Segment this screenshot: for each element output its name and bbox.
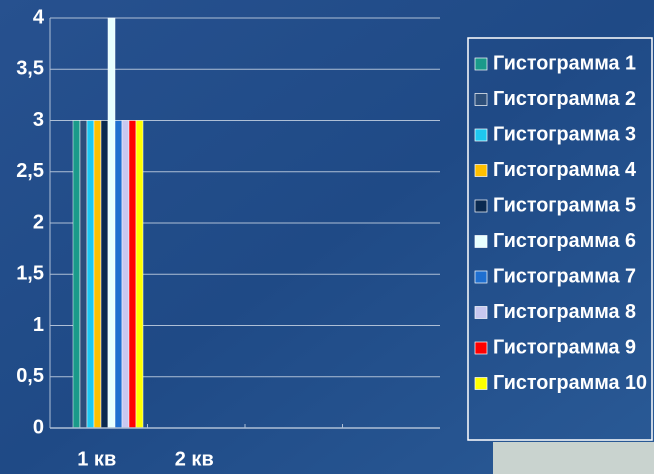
y-tick-label: 3,5	[16, 58, 44, 80]
bar	[87, 121, 94, 429]
photo-fragment	[493, 442, 654, 474]
legend-swatch	[475, 129, 487, 141]
legend-label: Гистограмма 3	[493, 123, 636, 145]
y-tick-label: 2	[33, 211, 44, 233]
legend-swatch	[475, 236, 487, 248]
bar	[101, 121, 108, 429]
legend-label: Гистограмма 10	[493, 372, 647, 394]
bar	[80, 121, 87, 429]
bar	[73, 121, 80, 429]
page: 0 0,5 1 1,5 2 2,5 3 3,5 4 1 кв 2 кв Гистограмма 1 Ги…	[0, 0, 654, 474]
legend-swatch	[475, 307, 487, 319]
legend-label: Гистограмма 8	[493, 301, 636, 323]
legend-label: Гистограмма 4	[493, 159, 637, 181]
legend-label: Гистограмма 2	[493, 88, 636, 110]
y-tick-label: 0,5	[16, 365, 44, 387]
legend-label: Гистограмма 6	[493, 230, 636, 252]
legend-label: Гистограмма 9	[493, 336, 636, 358]
bar	[108, 18, 115, 428]
legend-swatch	[475, 342, 487, 354]
bar	[94, 121, 101, 429]
legend-swatch	[475, 94, 487, 106]
y-tick-label: 3	[33, 109, 44, 131]
bar	[129, 121, 136, 429]
x-tick-label: 1 кв	[77, 448, 116, 470]
legend-swatch	[475, 378, 487, 390]
legend-swatch	[475, 58, 487, 70]
y-tick-label: 4	[33, 6, 45, 28]
y-tick-label: 1	[33, 314, 44, 336]
bar	[136, 121, 143, 429]
legend-swatch	[475, 271, 487, 283]
legend-label: Гистограмма 1	[493, 52, 636, 74]
x-tick-label: 2 кв	[175, 448, 214, 470]
y-tick-label: 2,5	[16, 160, 44, 182]
bar	[115, 121, 122, 429]
legend-label: Гистограмма 7	[493, 265, 636, 287]
y-tick-label: 1,5	[16, 263, 44, 285]
legend-swatch	[475, 200, 487, 212]
legend-swatch	[475, 165, 487, 177]
chart: 0 0,5 1 1,5 2 2,5 3 3,5 4 1 кв 2 кв Гистограмма 1 Ги…	[0, 0, 654, 474]
legend-label: Гистограмма 5	[493, 194, 636, 216]
bar	[122, 121, 129, 429]
y-tick-label: 0	[33, 416, 44, 438]
